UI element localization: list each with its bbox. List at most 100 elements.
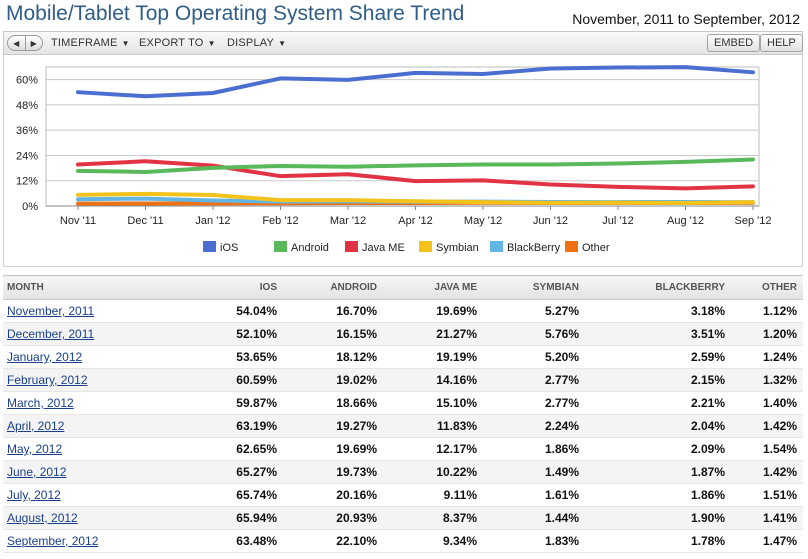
legend-label-android: Android	[291, 242, 329, 254]
x-tick-label: May '12	[464, 215, 502, 227]
month-link[interactable]: August, 2012	[7, 511, 78, 525]
column-header[interactable]: JAVA ME	[383, 275, 483, 300]
month-cell: May, 2012	[3, 437, 183, 461]
value-cell: 3.18%	[585, 299, 731, 323]
line-chart: 0% 12% 24% 36% 48% 60% Nov '11 Dec '11 Jan '12 Fe…	[16, 65, 771, 254]
value-cell: 20.16%	[283, 483, 383, 507]
legend-swatch-other	[565, 241, 578, 252]
month-link[interactable]: April, 2012	[7, 419, 65, 433]
value-cell: 65.27%	[183, 460, 283, 484]
value-cell: 1.51%	[731, 483, 803, 507]
month-cell: August, 2012	[3, 506, 183, 530]
plot-area	[45, 66, 760, 207]
legend-label-blackberry: BlackBerry	[507, 242, 561, 254]
value-cell: 2.77%	[483, 391, 585, 415]
y-tick-label: 24%	[16, 150, 38, 162]
value-cell: 1.32%	[731, 368, 803, 392]
value-cell: 19.69%	[283, 437, 383, 461]
legend-swatch-android	[274, 241, 287, 252]
column-header[interactable]: MONTH	[3, 275, 183, 300]
embed-button[interactable]: EMBED	[707, 34, 761, 52]
y-tick-label: 12%	[16, 176, 38, 188]
value-cell: 1.86%	[585, 483, 731, 507]
month-link[interactable]: September, 2012	[7, 534, 99, 548]
month-link[interactable]: July, 2012	[7, 488, 61, 502]
x-tick-label: Dec '11	[127, 215, 163, 227]
column-header[interactable]: SYMBIAN	[483, 275, 585, 300]
value-cell: 11.83%	[383, 414, 483, 438]
table-row: November, 2011 54.04% 16.70% 19.69% 5.27% 3.1…	[3, 299, 803, 323]
value-cell: 54.04%	[183, 299, 283, 323]
value-cell: 2.24%	[483, 414, 585, 438]
column-header[interactable]: OTHER	[731, 275, 803, 300]
page-title: Mobile/Tablet Top Operating System Share…	[6, 2, 465, 25]
timeframe-menu[interactable]: TIMEFRAME ▼	[51, 37, 130, 49]
column-header[interactable]: IOS	[183, 275, 283, 300]
value-cell: 2.21%	[585, 391, 731, 415]
value-cell: 2.15%	[585, 368, 731, 392]
value-cell: 19.73%	[283, 460, 383, 484]
month-link[interactable]: December, 2011	[7, 327, 95, 341]
legend-label-java-me: Java ME	[362, 242, 405, 254]
display-menu[interactable]: DISPLAY ▼	[227, 37, 286, 49]
chevron-down-icon: ▼	[121, 39, 130, 48]
month-link[interactable]: March, 2012	[7, 396, 74, 410]
value-cell: 59.87%	[183, 391, 283, 415]
table-row: September, 2012 63.48% 22.10% 9.34% 1.83% 1.7…	[3, 529, 803, 553]
forward-arrow-icon[interactable]: ▶	[24, 36, 43, 50]
value-cell: 15.10%	[383, 391, 483, 415]
column-header[interactable]: BLACKBERRY	[585, 275, 731, 300]
value-cell: 5.20%	[483, 345, 585, 369]
x-tick-label: Jun '12	[533, 215, 568, 227]
legend-swatch-symbian	[419, 241, 432, 252]
value-cell: 8.37%	[383, 506, 483, 530]
column-header[interactable]: ANDROID	[283, 275, 383, 300]
month-cell: June, 2012	[3, 460, 183, 484]
value-cell: 52.10%	[183, 322, 283, 346]
help-button[interactable]: HELP	[760, 34, 803, 52]
chevron-down-icon: ▼	[207, 39, 216, 48]
x-tick-label: Jan '12	[195, 215, 230, 227]
value-cell: 1.61%	[483, 483, 585, 507]
month-cell: January, 2012	[3, 345, 183, 369]
nav-arrows: ◀ ▶	[7, 35, 43, 51]
value-cell: 1.54%	[731, 437, 803, 461]
table-row: December, 2011 52.10% 16.15% 21.27% 5.76% 3.5…	[3, 322, 803, 346]
chart-container: 0% 12% 24% 36% 48% 60% Nov '11 Dec '11 Jan '12 Fe…	[3, 55, 803, 267]
value-cell: 1.42%	[731, 460, 803, 484]
month-link[interactable]: June, 2012	[7, 465, 67, 479]
value-cell: 14.16%	[383, 368, 483, 392]
x-tick-label: Nov '11	[60, 215, 96, 227]
legend-label-symbian: Symbian	[436, 242, 479, 254]
back-arrow-icon[interactable]: ◀	[13, 38, 20, 48]
legend-label-ios: iOS	[220, 242, 238, 254]
month-link[interactable]: January, 2012	[7, 350, 83, 364]
series-line-android	[76, 157, 755, 174]
month-cell: February, 2012	[3, 368, 183, 392]
data-table-container: MONTH IOS ANDROID JAVA ME SYMBIAN BLACKBERRY O…	[3, 275, 803, 553]
month-cell: September, 2012	[3, 529, 183, 553]
value-cell: 62.65%	[183, 437, 283, 461]
export-menu[interactable]: EXPORT TO ▼	[139, 37, 216, 49]
month-link[interactable]: November, 2011	[7, 304, 95, 318]
value-cell: 2.09%	[585, 437, 731, 461]
table-row: July, 2012 65.74% 20.16% 9.11% 1.61% 1.86% 1.5…	[3, 483, 803, 507]
series-line-java-me	[76, 159, 755, 191]
month-link[interactable]: May, 2012	[7, 442, 63, 456]
x-tick-label: Mar '12	[330, 215, 366, 227]
value-cell: 5.76%	[483, 322, 585, 346]
value-cell: 22.10%	[283, 529, 383, 553]
y-tick-label: 48%	[16, 100, 38, 112]
value-cell: 2.04%	[585, 414, 731, 438]
table-header-row: MONTH IOS ANDROID JAVA ME SYMBIAN BLACKBERRY O…	[3, 275, 803, 300]
value-cell: 1.41%	[731, 506, 803, 530]
month-cell: November, 2011	[3, 299, 183, 323]
value-cell: 2.77%	[483, 368, 585, 392]
month-link[interactable]: February, 2012	[7, 373, 88, 387]
value-cell: 1.12%	[731, 299, 803, 323]
value-cell: 1.42%	[731, 414, 803, 438]
value-cell: 16.15%	[283, 322, 383, 346]
value-cell: 63.48%	[183, 529, 283, 553]
value-cell: 21.27%	[383, 322, 483, 346]
value-cell: 65.74%	[183, 483, 283, 507]
